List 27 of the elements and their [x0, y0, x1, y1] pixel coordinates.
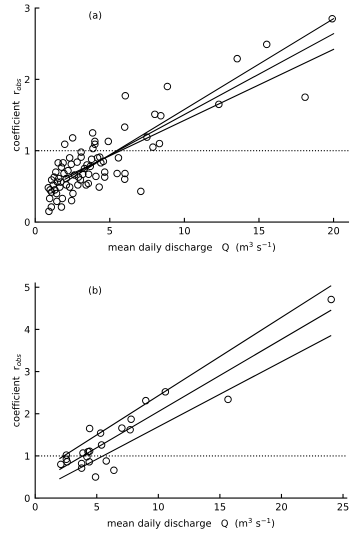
annotation: (b)	[88, 286, 102, 295]
x-axis-title: mean daily discharge Q (m$^{3}$ s$^{−1}$)	[108, 518, 274, 529]
y-tick-label: 3	[24, 4, 30, 12]
x-tick-label: 5	[107, 227, 112, 234]
x-tick-label: 0	[32, 503, 38, 510]
x-tick-label: 25	[338, 503, 348, 510]
x-tick-label: 20	[328, 227, 340, 234]
x-tick-label: 0	[32, 227, 38, 234]
y-tick-label: 5	[24, 284, 30, 292]
x-tick-label: 10	[179, 227, 190, 234]
x-tick-label: 5	[94, 503, 100, 510]
y-tick-label: 2	[24, 76, 30, 84]
y-tick-label: 0	[24, 218, 30, 226]
y-tick-label: 2	[24, 410, 30, 418]
annotation: (a)	[89, 11, 102, 20]
y-axis-title: coefficient r$_{obs}$	[12, 354, 22, 427]
x-axis-title: mean daily discharge Q (m$^{3}$ s$^{−1}$)	[108, 242, 275, 253]
x-tick-label: 15	[254, 227, 264, 234]
y-axis-title: coefficient r$_{obs}$	[12, 78, 22, 152]
y-tick-label: 1	[25, 452, 30, 460]
y-tick-label: 3	[24, 368, 30, 376]
y-tick-label: 1	[25, 147, 30, 154]
y-tick-label: 4	[24, 326, 30, 334]
x-tick-label: 10	[153, 503, 164, 510]
x-tick-label: 15	[214, 503, 226, 510]
x-tick-label: 20	[276, 503, 287, 510]
y-tick-label: 0	[24, 494, 30, 502]
